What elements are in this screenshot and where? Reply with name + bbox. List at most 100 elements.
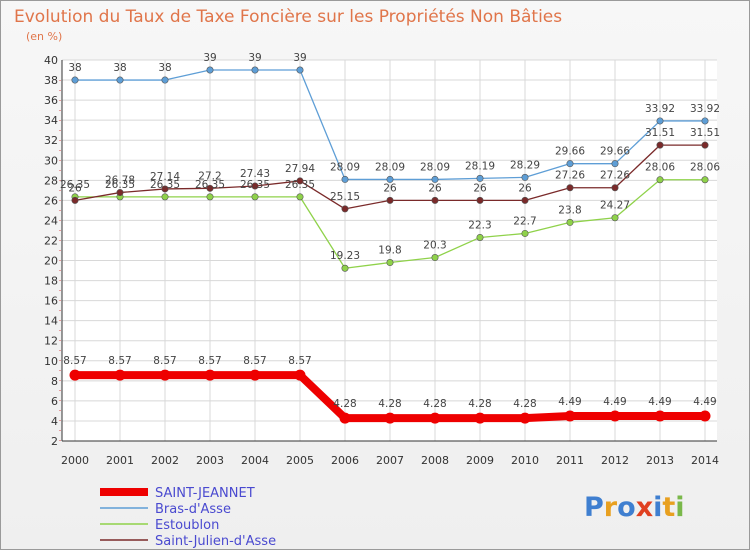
data-point [611, 214, 619, 222]
logo-letter: i [675, 492, 684, 523]
data-label: 26.35 [150, 179, 180, 191]
data-label: 4.49 [558, 396, 581, 408]
legend-label: Saint-Julien-d'Asse [155, 534, 276, 549]
data-label: 38 [158, 62, 171, 74]
data-label: 28.06 [645, 162, 675, 174]
data-point [206, 184, 214, 192]
data-point [116, 189, 124, 197]
data-point [431, 254, 439, 262]
data-label: 27.26 [600, 170, 630, 182]
logo-letter: t [662, 492, 675, 523]
data-label: 33.92 [690, 103, 720, 115]
data-label: 26.35 [105, 179, 135, 191]
data-point [476, 196, 484, 204]
data-label: 27.43 [240, 168, 270, 180]
data-point [159, 369, 171, 381]
logo-letter: o [617, 492, 636, 523]
data-point [206, 66, 214, 74]
data-label: 26.78 [105, 175, 135, 187]
data-point [429, 412, 441, 424]
y-tick-label: 24 [44, 214, 58, 227]
data-point [341, 205, 349, 213]
data-label: 8.57 [288, 355, 311, 367]
y-tick-label: 32 [44, 134, 58, 147]
data-point [611, 184, 619, 192]
legend-label: Estoublon [155, 518, 219, 533]
data-label: 33.92 [645, 103, 675, 115]
data-point [339, 412, 351, 424]
data-point [431, 196, 439, 204]
data-label: 31.51 [645, 127, 675, 139]
data-point [611, 160, 619, 168]
data-point [474, 412, 486, 424]
data-point [521, 173, 529, 181]
x-tick-label: 2007 [376, 454, 404, 467]
data-label: 38 [68, 62, 81, 74]
data-label: 26 [518, 182, 532, 194]
data-label: 4.49 [693, 396, 716, 408]
data-label: 4.28 [333, 398, 356, 410]
data-point [656, 117, 664, 125]
data-point [476, 174, 484, 182]
data-label: 4.28 [423, 398, 446, 410]
data-label: 28.29 [510, 159, 540, 171]
data-label: 28.09 [330, 161, 360, 173]
y-tick-label: 40 [44, 54, 58, 67]
x-tick-label: 2013 [646, 454, 674, 467]
y-tick-label: 10 [44, 355, 58, 368]
data-label: 26.35 [240, 179, 270, 191]
y-tick-label: 14 [44, 315, 58, 328]
x-tick-label: 2012 [601, 454, 629, 467]
logo-letter: P [584, 492, 604, 523]
data-label: 4.28 [468, 398, 491, 410]
data-label: 23.8 [558, 204, 581, 216]
x-tick-label: 2010 [511, 454, 539, 467]
data-point [294, 369, 306, 381]
data-point [519, 412, 531, 424]
data-point [251, 182, 259, 190]
data-label: 20.3 [423, 240, 446, 252]
data-point [114, 369, 126, 381]
x-tick-label: 2005 [286, 454, 314, 467]
data-labels: 38 38 38 39 39 39 28.09 28.09 28.09 28.19 28.29 29.… [60, 52, 720, 410]
data-point [656, 141, 664, 149]
data-point [564, 410, 576, 422]
data-point [386, 259, 394, 267]
logo-letter: x [636, 492, 653, 523]
data-label: 28.06 [690, 162, 720, 174]
data-label: 26.35 [195, 179, 225, 191]
data-label: 26 [428, 182, 442, 194]
data-label: 26 [68, 182, 82, 194]
data-label: 28.09 [420, 161, 450, 173]
y-tick-label: 28 [44, 174, 58, 187]
legend-label: Bras-d'Asse [155, 502, 231, 517]
chart-subtitle: (en %) [26, 30, 62, 43]
data-point [251, 66, 259, 74]
data-point [204, 369, 216, 381]
y-tick-label: 2 [51, 435, 58, 448]
data-label: 26 [473, 182, 487, 194]
data-point [386, 175, 394, 183]
x-tick-label: 2004 [241, 454, 269, 467]
y-tick-label: 36 [44, 94, 58, 107]
data-label: 24.27 [600, 200, 630, 212]
logo-text: Proxiti [584, 492, 685, 523]
data-point [521, 229, 529, 237]
chart-title: Evolution du Taux de Taxe Foncière sur l… [14, 7, 562, 27]
data-point [609, 410, 621, 422]
data-point [296, 177, 304, 185]
logo-letter: r [604, 492, 618, 523]
data-point [161, 76, 169, 84]
series [69, 66, 711, 424]
logo-letter: i [653, 492, 662, 523]
y-tick-label: 20 [44, 255, 58, 268]
data-label: 39 [203, 52, 216, 64]
data-label: 28.09 [375, 161, 405, 173]
x-tick-label: 2001 [106, 454, 134, 467]
data-label: 8.57 [108, 355, 131, 367]
data-point [71, 196, 79, 204]
y-tick-label: 22 [44, 234, 58, 247]
data-point [566, 218, 574, 226]
data-label: 19.23 [330, 250, 360, 262]
